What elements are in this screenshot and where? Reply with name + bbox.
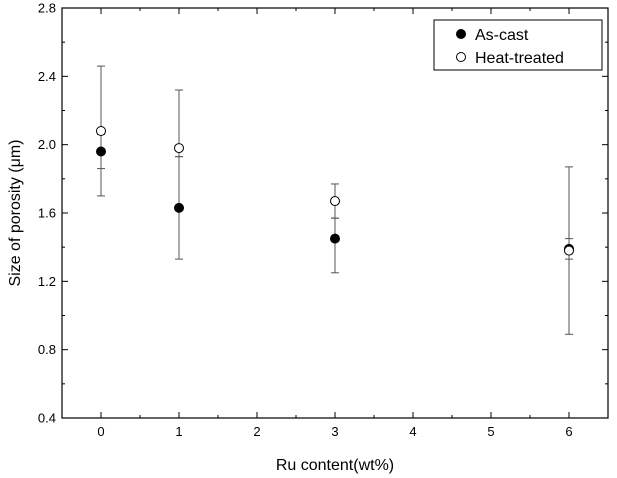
y-tick-label: 1.2 [38, 274, 56, 289]
legend: As-cast Heat-treated [433, 19, 603, 71]
legend-label-heat-treated: Heat-treated [475, 50, 564, 67]
y-tick-label: 0.8 [38, 342, 56, 357]
x-tick-label: 3 [331, 424, 338, 439]
ticks-layer: 0 1 2 3 4 5 6 0.4 0.8 1.2 1.6 2.0 2.4 2.8 [38, 1, 609, 439]
x-tick-label: 1 [175, 424, 182, 439]
data-point-heat-treated [174, 143, 184, 154]
y-tick-label: 2.4 [38, 69, 56, 84]
x-axis-title: Ru content(wt%) [276, 457, 394, 474]
y-tick-label: 1.6 [38, 206, 56, 221]
data-point-as-cast [174, 202, 184, 213]
y-tick-label: 2.8 [38, 1, 56, 16]
data-point-heat-treated [330, 196, 340, 207]
data-point-heat-treated [96, 126, 106, 136]
x-tick-label: 5 [487, 424, 494, 439]
legend-marker-as-cast [456, 29, 466, 39]
markers-layer [96, 126, 574, 256]
x-tick-label: 6 [565, 424, 572, 439]
legend-label-as-cast: As-cast [475, 27, 529, 44]
y-tick-label: 0.4 [38, 411, 56, 426]
x-tick-label: 4 [409, 424, 416, 439]
legend-marker-heat-treated [456, 52, 466, 62]
y-axis-title: Size of porosity (μm) [7, 139, 24, 286]
data-point-as-cast [330, 233, 340, 244]
y-tick-label: 2.0 [38, 137, 56, 152]
x-tick-label: 2 [253, 424, 260, 439]
data-point-as-cast [96, 146, 106, 157]
x-tick-label: 0 [97, 424, 104, 439]
data-point-heat-treated [564, 245, 574, 256]
